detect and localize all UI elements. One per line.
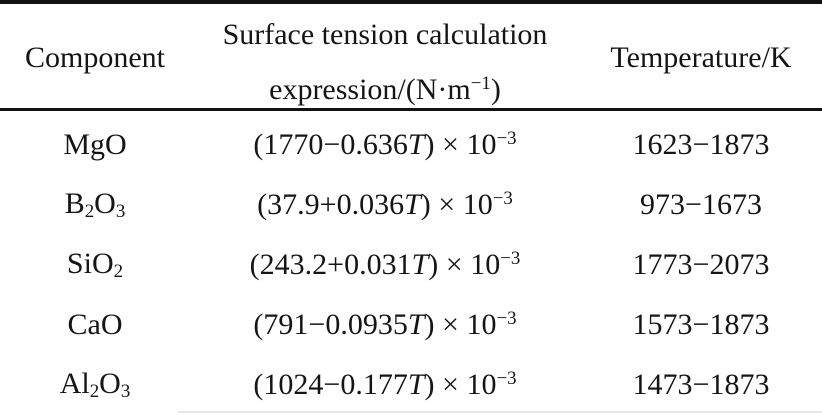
header-expression: Surface tension calculation expression/(… <box>190 4 580 108</box>
expression-cell: (791−0.0935T) × 10−3 <box>253 308 517 341</box>
table-row: Al2O3 (1024−0.177T) × 10−3 1473−1873 <box>0 355 822 415</box>
table-row: MgO (1770−0.636T) × 10−3 1623−1873 <box>0 115 822 175</box>
expression-cell: (37.9+0.036T) × 10−3 <box>257 188 513 221</box>
table-header-row: Component Surface tension calculation ex… <box>0 4 822 108</box>
component-cell: B2O3 <box>64 187 126 222</box>
component-cell: SiO2 <box>66 247 124 282</box>
expression-cell: (243.2+0.031T) × 10−3 <box>249 248 521 281</box>
temperature-cell: 973−1673 <box>640 188 762 221</box>
header-expression-line1: Surface tension calculation <box>222 18 548 52</box>
table-top-rule <box>0 0 822 4</box>
expression-cell: (1024−0.177T) × 10−3 <box>253 368 517 401</box>
component-cell: Al2O3 <box>59 367 131 402</box>
temperature-cell: 1773−2073 <box>632 248 770 281</box>
header-temperature: Temperature/K <box>610 41 792 74</box>
table-body: MgO (1770−0.636T) × 10−3 1623−1873 B2O3 … <box>0 111 822 415</box>
table-bottom-rule <box>178 411 822 413</box>
table-header-rule <box>0 108 822 111</box>
temperature-cell: 1573−1873 <box>632 308 770 341</box>
table-row: CaO (791−0.0935T) × 10−3 1573−1873 <box>0 295 822 355</box>
table-row: B2O3 (37.9+0.036T) × 10−3 973−1673 <box>0 175 822 235</box>
header-component: Component <box>25 41 165 74</box>
temperature-cell: 1473−1873 <box>632 368 770 401</box>
component-cell: MgO <box>63 128 127 161</box>
temperature-cell: 1623−1873 <box>632 128 770 161</box>
header-expression-line2: expression/(N·m−1) <box>269 72 501 106</box>
table-row: SiO2 (243.2+0.031T) × 10−3 1773−2073 <box>0 235 822 295</box>
expression-cell: (1770−0.636T) × 10−3 <box>253 128 517 161</box>
component-cell: CaO <box>67 308 123 341</box>
